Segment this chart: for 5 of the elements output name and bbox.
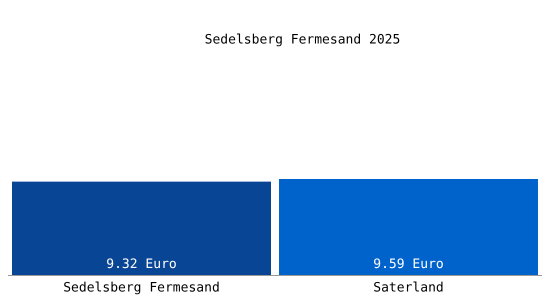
data-label: 9.59 Euro [373, 257, 444, 272]
chart-title: Sedelsberg Fermesand 2025 [204, 32, 400, 48]
data-label: 9.32 Euro [106, 257, 177, 272]
x-tick-label: Saterland [373, 280, 444, 296]
x-tick-label: Sedelsberg Fermesand [63, 280, 220, 296]
